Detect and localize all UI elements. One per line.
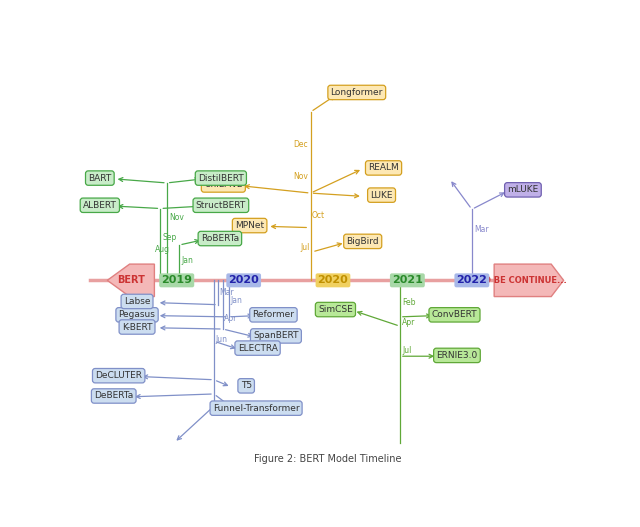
Text: Funnel-Transformer: Funnel-Transformer — [212, 404, 300, 413]
Text: Jan: Jan — [182, 256, 193, 265]
Text: mLUKE: mLUKE — [508, 186, 538, 194]
Text: DeBERTa: DeBERTa — [94, 392, 133, 401]
Text: Jun: Jun — [216, 335, 227, 344]
Text: Jan: Jan — [230, 296, 242, 305]
Text: TO BE CONTINUE...: TO BE CONTINUE... — [478, 276, 567, 285]
Text: BERT: BERT — [117, 275, 145, 285]
Text: Oct: Oct — [312, 211, 324, 220]
Text: Nov: Nov — [293, 172, 308, 181]
Polygon shape — [494, 264, 564, 297]
Text: K-BERT: K-BERT — [122, 323, 152, 331]
Text: Sep: Sep — [163, 233, 177, 242]
Text: ELECTRA: ELECTRA — [237, 344, 278, 353]
Text: Aug: Aug — [156, 246, 170, 255]
Text: Apr: Apr — [225, 315, 237, 324]
Text: RoBERTa: RoBERTa — [201, 234, 239, 243]
Text: Reformer: Reformer — [252, 310, 294, 319]
Text: Figure 2: BERT Model Timeline: Figure 2: BERT Model Timeline — [254, 454, 402, 464]
Text: SpanBERT: SpanBERT — [253, 331, 299, 340]
Text: Mar: Mar — [474, 225, 489, 234]
Text: Feb: Feb — [403, 298, 416, 307]
Text: Pegasus: Pegasus — [118, 310, 156, 319]
Text: Jul: Jul — [403, 346, 412, 355]
Text: Jul: Jul — [300, 243, 310, 252]
Text: Apr: Apr — [403, 318, 416, 327]
Text: MPNet: MPNet — [235, 221, 264, 230]
Text: DistilBERT: DistilBERT — [198, 173, 244, 182]
Text: Dec: Dec — [294, 140, 308, 149]
Text: 2020: 2020 — [317, 275, 348, 285]
Text: Longformer: Longformer — [331, 88, 383, 97]
Text: REALM: REALM — [368, 163, 399, 172]
Text: BART: BART — [88, 173, 111, 182]
Text: Nov: Nov — [169, 213, 184, 222]
Text: Mar: Mar — [220, 288, 234, 297]
Text: StructBERT: StructBERT — [196, 201, 246, 210]
Polygon shape — [108, 264, 154, 297]
Text: ConvBERT: ConvBERT — [431, 310, 477, 319]
Text: 2019: 2019 — [161, 275, 192, 285]
Text: UniLMv2: UniLMv2 — [204, 180, 243, 190]
Text: ALBERT: ALBERT — [83, 201, 116, 210]
Text: DeCLUTER: DeCLUTER — [95, 371, 142, 380]
Text: ERNIE3.0: ERNIE3.0 — [436, 351, 477, 360]
Text: SimCSE: SimCSE — [318, 305, 353, 314]
Text: LUKE: LUKE — [371, 191, 393, 200]
Text: BigBird: BigBird — [346, 237, 379, 246]
Text: 2020: 2020 — [228, 275, 259, 285]
Text: 2021: 2021 — [392, 275, 423, 285]
Text: Labse: Labse — [124, 297, 150, 306]
Text: 2022: 2022 — [456, 275, 487, 285]
Text: T5: T5 — [241, 382, 252, 391]
